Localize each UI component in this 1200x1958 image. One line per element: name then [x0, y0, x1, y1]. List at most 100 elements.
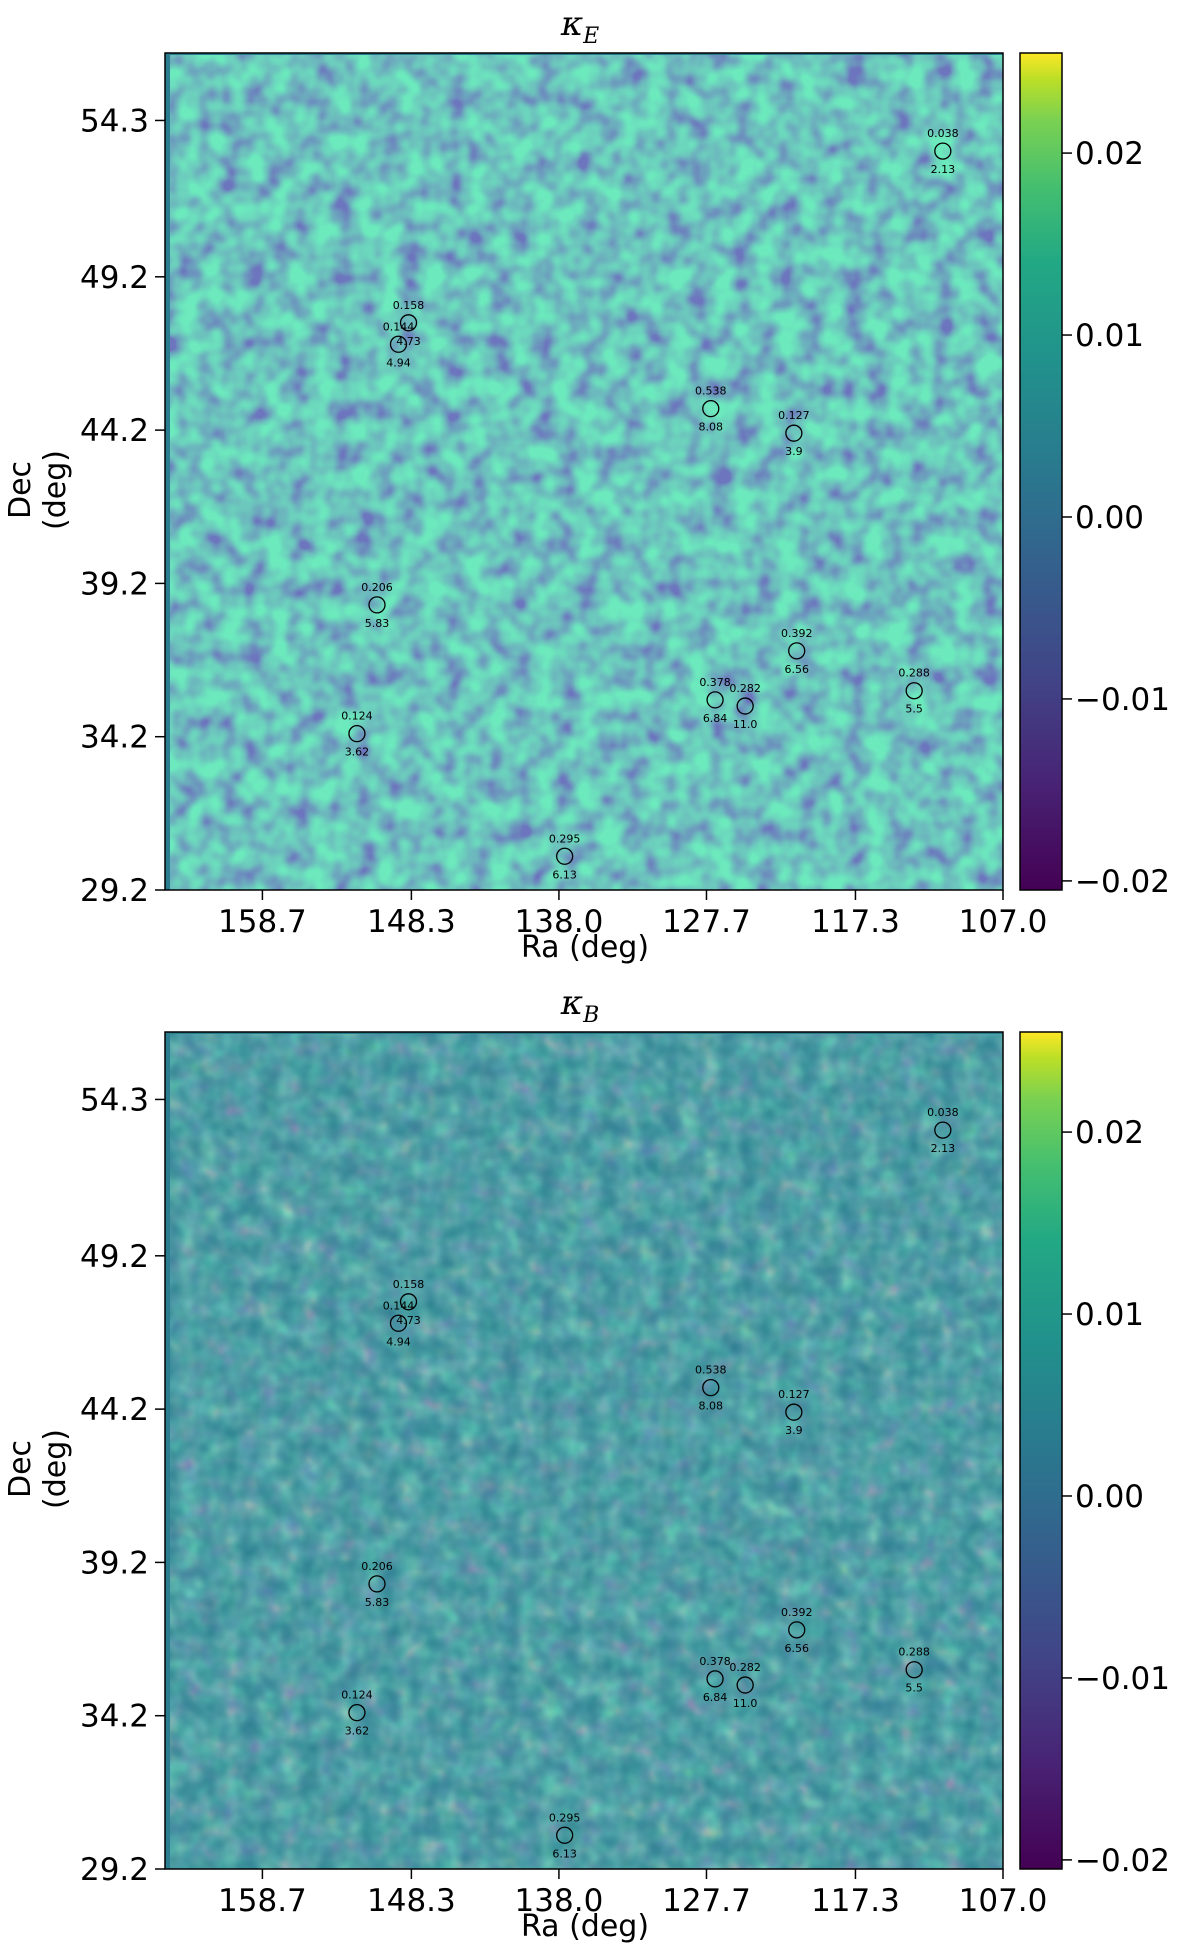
y-tick-label: 54.3 — [80, 103, 149, 139]
x-tick-label: 158.7 — [218, 1883, 307, 1919]
heatmap-footprint — [170, 55, 1003, 890]
kappa-e-chart: 158.7 148.3 138.0 127.7 117.3 107.0 54.3 49.2 4… — [80, 52, 1170, 940]
cluster-redshift-label: 0.538 — [695, 1364, 727, 1377]
cluster-marker — [706, 1670, 724, 1688]
x-tick-label: 127.7 — [662, 904, 751, 940]
cluster-marker — [702, 1378, 720, 1397]
y-axis-label: Dec (deg) — [3, 450, 73, 530]
cluster-snr-label: 6.84 — [703, 1691, 728, 1704]
cluster-marker — [706, 691, 724, 709]
x-tick-label: 158.7 — [218, 904, 307, 940]
cluster-marker — [348, 1703, 366, 1722]
cluster-marker — [348, 724, 366, 743]
colorbar-tick-label: −0.01 — [1075, 1661, 1170, 1697]
cluster-marker — [785, 1403, 803, 1421]
cluster-marker — [399, 314, 418, 332]
cluster-snr-label: 4.94 — [386, 1335, 411, 1348]
y-tick-label: 34.2 — [80, 1699, 149, 1735]
cluster-snr-label: 6.56 — [784, 1642, 809, 1655]
y-tick-label: 49.2 — [80, 260, 149, 296]
cluster-redshift-label: 0.144 — [383, 1299, 415, 1312]
colorbar — [1019, 52, 1063, 891]
y-tick-label: 34.2 — [80, 720, 149, 756]
cluster-snr-label: 4.94 — [386, 356, 411, 369]
cluster-marker — [556, 1826, 574, 1844]
colorbar-tick-label: 0.00 — [1075, 1479, 1144, 1515]
plot-frame — [164, 52, 1004, 891]
panel-title: κB — [560, 983, 600, 1028]
cluster-snr-label: 5.5 — [905, 1682, 923, 1695]
y-axis: 54.3 49.2 44.2 39.2 34.2 29.2 — [80, 1082, 165, 1888]
cluster-redshift-label: 0.124 — [341, 1689, 373, 1702]
cluster-snr-label: 3.62 — [345, 1725, 370, 1738]
cluster-marker — [399, 1293, 418, 1311]
colorbar-tick-label: −0.02 — [1075, 864, 1170, 900]
cluster-redshift-label: 0.378 — [699, 1655, 731, 1668]
cluster-marker — [702, 399, 720, 418]
cluster-marker — [785, 424, 803, 442]
cluster-redshift-label: 0.038 — [927, 127, 959, 140]
cluster-snr-label: 5.5 — [905, 703, 923, 716]
colorbar — [1019, 1031, 1063, 1870]
y-tick-label: 29.2 — [80, 873, 149, 909]
cluster-redshift-label: 0.124 — [341, 710, 373, 723]
cluster-marker — [736, 697, 754, 715]
colorbar-axis: 0.02 0.01 0.00 −0.01 −0.02 — [1062, 136, 1170, 900]
colorbar-axis: 0.02 0.01 0.00 −0.01 −0.02 — [1062, 1115, 1170, 1879]
cluster-marker — [905, 682, 923, 700]
y-tick-label: 29.2 — [80, 1852, 149, 1888]
cluster-marker — [736, 1676, 754, 1694]
cluster-snr-label: 6.13 — [552, 1847, 577, 1860]
cluster-redshift-label: 0.378 — [699, 676, 731, 689]
cluster-snr-label: 11.0 — [733, 1697, 758, 1710]
cluster-snr-label: 6.56 — [784, 663, 809, 676]
cluster-marker — [556, 847, 574, 865]
cluster-marker — [368, 1575, 386, 1593]
x-axis-label: Ra (deg) — [520, 930, 650, 965]
cluster-redshift-label: 0.392 — [781, 1606, 813, 1619]
cluster-marker — [788, 1621, 806, 1639]
cluster-redshift-label: 0.038 — [927, 1106, 959, 1119]
x-axis-label: Ra (deg) — [520, 1909, 650, 1944]
cluster-marker — [934, 142, 952, 160]
cluster-markers: 0.158 4.73 0.144 4.94 0.538 8.08 0.127 3.9 0.038… — [341, 1106, 958, 1860]
cluster-marker — [389, 335, 408, 353]
colorbar-tick-label: 0.02 — [1075, 1115, 1144, 1151]
cluster-redshift-label: 0.144 — [383, 320, 415, 333]
kappa-b-chart: 158.7 148.3 138.0 127.7 117.3 107.0 54.3 49.2 4… — [80, 1031, 1170, 1919]
cluster-marker — [368, 596, 386, 614]
x-tick-label: 127.7 — [662, 1883, 751, 1919]
cluster-redshift-label: 0.392 — [781, 627, 813, 640]
cluster-snr-label: 6.84 — [703, 712, 728, 725]
cluster-snr-label: 3.9 — [785, 445, 803, 458]
cluster-snr-label: 4.73 — [396, 335, 421, 348]
y-axis: 54.3 49.2 44.2 39.2 34.2 29.2 — [80, 103, 165, 909]
x-tick-label: 117.3 — [811, 904, 900, 940]
cluster-snr-label: 11.0 — [733, 718, 758, 731]
cluster-redshift-label: 0.282 — [729, 682, 761, 695]
cluster-snr-label: 2.13 — [931, 163, 956, 176]
cluster-redshift-label: 0.127 — [778, 409, 810, 422]
x-axis: 158.7 148.3 138.0 127.7 117.3 107.0 — [218, 1869, 1047, 1919]
y-tick-label: 39.2 — [80, 566, 149, 602]
colorbar-tick-label: 0.00 — [1075, 500, 1144, 536]
plot-frame — [164, 1031, 1004, 1870]
cluster-redshift-label: 0.158 — [393, 299, 425, 312]
x-tick-label: 138.0 — [515, 904, 604, 940]
cluster-snr-label: 3.62 — [345, 746, 370, 759]
cluster-redshift-label: 0.206 — [361, 1560, 393, 1573]
y-axis-label: Dec (deg) — [3, 1429, 73, 1509]
cluster-snr-label: 8.08 — [699, 1400, 724, 1413]
cluster-snr-label: 8.08 — [699, 421, 724, 434]
cluster-snr-label: 4.73 — [396, 1314, 421, 1327]
x-tick-label: 138.0 — [515, 1883, 604, 1919]
colorbar-tick-label: 0.01 — [1075, 318, 1144, 354]
cluster-marker — [905, 1661, 923, 1679]
cluster-marker — [389, 1314, 408, 1332]
x-tick-label: 107.0 — [959, 904, 1048, 940]
cluster-redshift-label: 0.158 — [393, 1278, 425, 1291]
x-tick-label: 117.3 — [811, 1883, 900, 1919]
cluster-marker — [788, 642, 806, 660]
y-tick-label: 54.3 — [80, 1082, 149, 1118]
x-axis: 158.7 148.3 138.0 127.7 117.3 107.0 — [218, 890, 1047, 940]
